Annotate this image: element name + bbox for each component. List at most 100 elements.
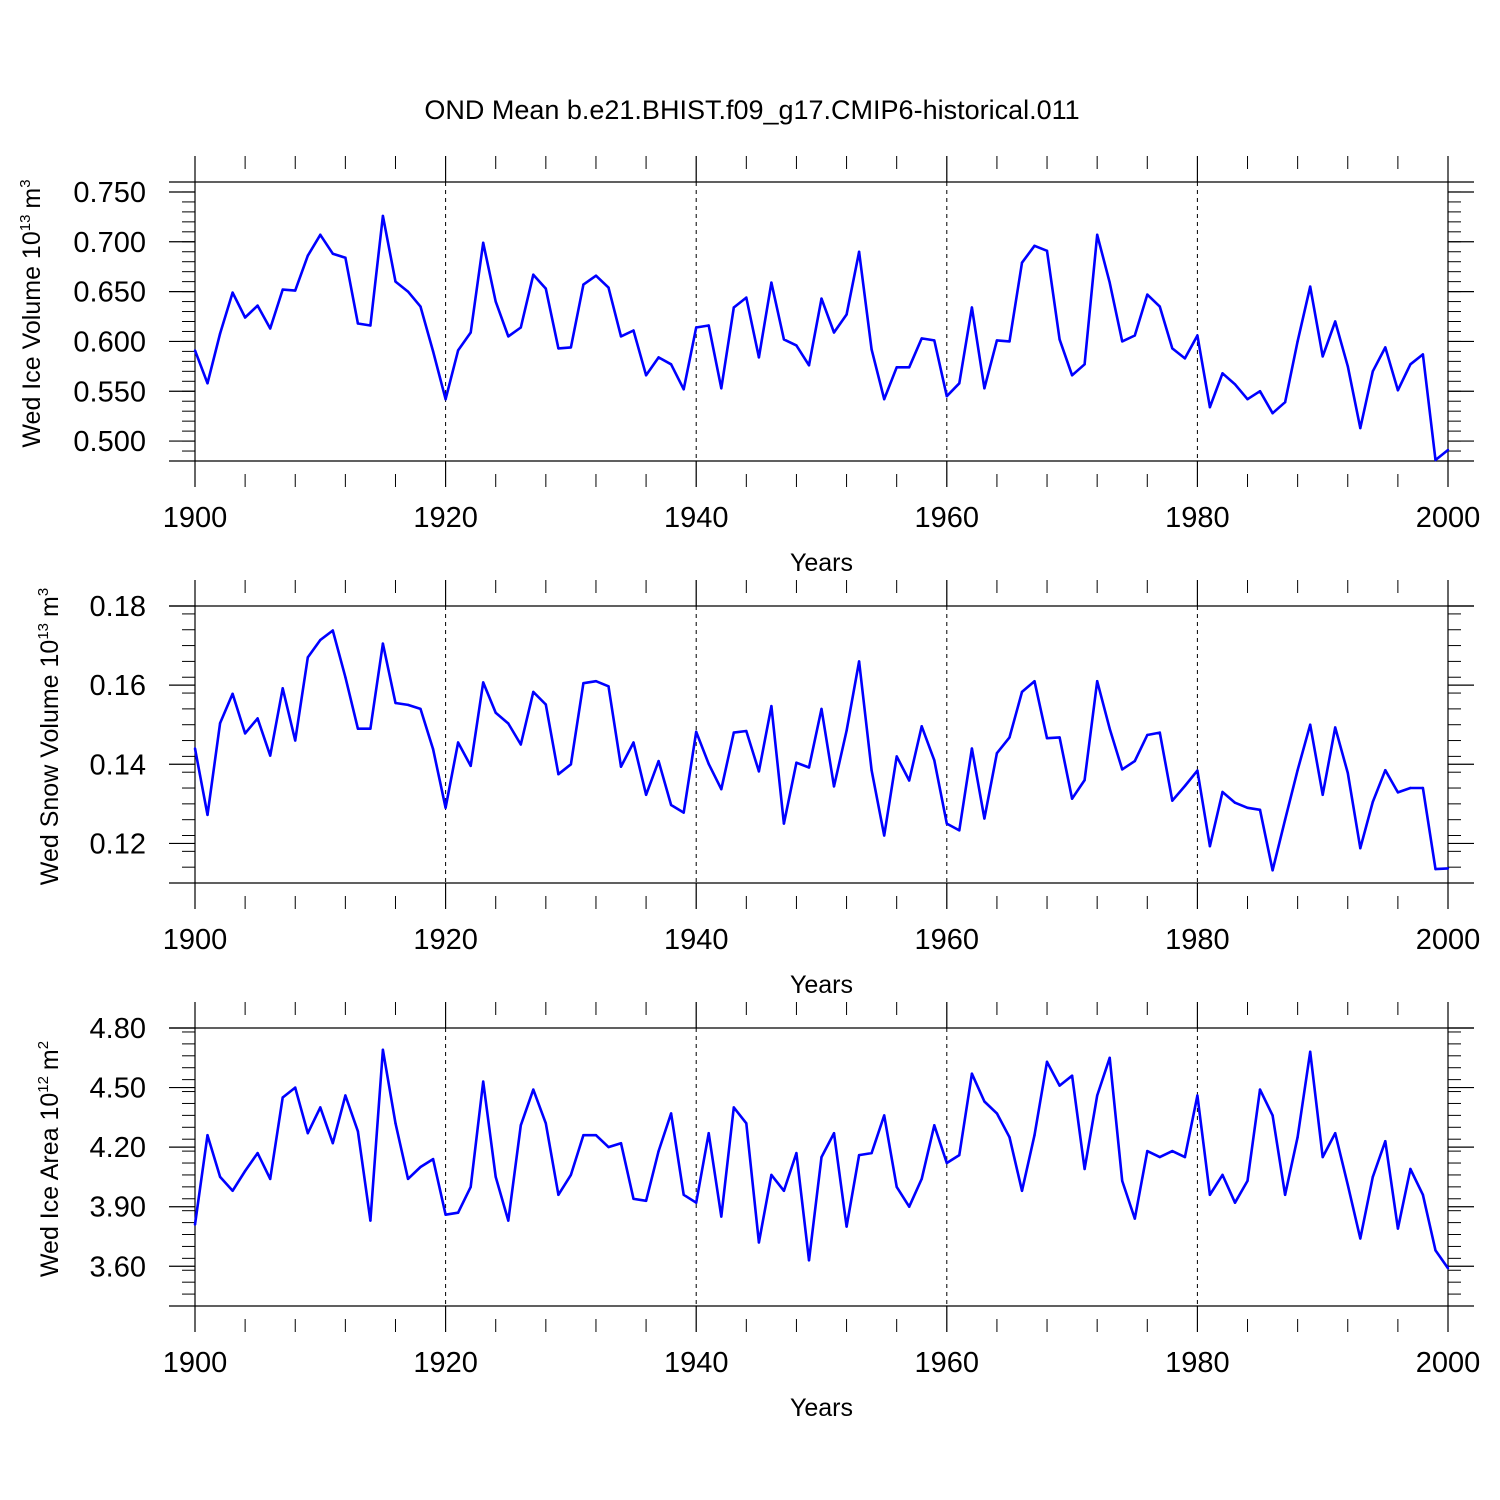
data-point: [720, 1215, 723, 1218]
panel-ice-area: 3.60 3.90 4.20 4.50 4.80 1900 1920 1940 1960 1980…: [35, 1002, 1480, 1422]
data-point: [933, 759, 936, 762]
data-point: [1058, 338, 1061, 341]
data-point: [1133, 334, 1137, 337]
y-tick-label: 0.700: [73, 227, 146, 259]
data-point: [1309, 285, 1312, 288]
data-point: [419, 1165, 422, 1169]
data-point: [1446, 448, 1450, 452]
data-point: [1233, 383, 1237, 386]
data-point: [832, 785, 836, 788]
panel-ice-volume: 0.500 0.550 0.600 0.650 0.700 0.750 1900 1920 19…: [17, 156, 1480, 577]
data-point: [281, 1096, 284, 1099]
data-point: [406, 703, 410, 707]
x-tick-label: 1900: [163, 1347, 228, 1379]
data-point: [256, 717, 259, 720]
y-tick-label: 3.90: [90, 1192, 146, 1224]
data-point: [482, 1080, 485, 1083]
data-point: [1108, 727, 1111, 730]
data-point: [607, 685, 610, 688]
data-point: [1246, 1179, 1249, 1183]
data-point: [757, 356, 761, 359]
y-axis-title-main: Wed Ice Volume 10: [18, 231, 46, 447]
data-point: [344, 1094, 347, 1097]
data-point: [619, 335, 623, 338]
data-point: [1258, 1088, 1262, 1091]
y-tick-label: 0.600: [73, 326, 146, 358]
data-point: [406, 290, 410, 293]
data-point: [444, 806, 447, 809]
data-point: [732, 306, 735, 309]
data-point: [1070, 797, 1074, 800]
data-point: [1171, 1149, 1174, 1153]
data-point: [1421, 353, 1425, 356]
x-tick-label: 1900: [163, 502, 228, 534]
y-tick-label: 0.550: [73, 376, 146, 408]
data-point: [544, 703, 547, 706]
data-point: [807, 1259, 811, 1262]
data-point: [883, 398, 886, 401]
y-tick-label: 0.500: [73, 426, 146, 458]
y-tick-label: 0.14: [90, 749, 146, 781]
data-point: [394, 701, 397, 705]
data-point: [695, 326, 698, 329]
data-point: [1096, 1094, 1099, 1097]
data-point: [857, 250, 861, 253]
x-tick-label: 1960: [915, 502, 980, 534]
data-point: [1208, 1193, 1212, 1197]
data-point: [820, 707, 823, 711]
y-tick-label: 0.650: [73, 277, 146, 309]
data-point: [532, 273, 535, 276]
data-point: [394, 280, 397, 283]
data-point: [933, 339, 936, 342]
data-point: [306, 1132, 309, 1135]
data-point: [331, 252, 334, 255]
x-axis-title: Years: [790, 1394, 853, 1422]
data-point: [983, 387, 986, 390]
data-point: [356, 322, 360, 325]
y-tick-label: 0.16: [90, 670, 146, 702]
data-point: [544, 287, 547, 290]
data-point: [482, 681, 485, 684]
y-tick-label: 0.18: [90, 591, 146, 623]
data-point: [582, 283, 585, 286]
data-points-ice-volume: [193, 214, 1450, 462]
data-point: [594, 680, 598, 683]
data-point: [582, 682, 585, 685]
data-point: [1158, 731, 1162, 734]
data-point: [381, 214, 385, 218]
x-axis-title: Years: [790, 549, 853, 577]
data-point: [1020, 261, 1024, 264]
data-point: [206, 1134, 209, 1137]
y-axis-title-unit: m: [18, 188, 46, 209]
data-point: [1371, 1175, 1375, 1179]
data-point: [557, 347, 560, 350]
data-point: [431, 350, 435, 353]
data-point: [1008, 340, 1011, 343]
data-point: [945, 822, 948, 825]
x-tick-label: 2000: [1416, 1347, 1481, 1379]
y-axis-title-exponent: 13: [35, 623, 52, 640]
data-point: [732, 731, 735, 734]
data-point: [344, 676, 347, 679]
data-point: [344, 256, 347, 259]
data-point: [1171, 347, 1174, 350]
x-tick-label: 1900: [163, 924, 228, 956]
data-point: [1146, 733, 1149, 737]
data-point: [607, 286, 610, 289]
data-point: [795, 344, 798, 347]
data-point: [1296, 1136, 1299, 1139]
data-point: [1434, 1249, 1437, 1252]
data-point: [256, 1151, 259, 1155]
data-point: [770, 1173, 773, 1177]
data-point: [1283, 1193, 1287, 1197]
data-point: [1446, 1267, 1450, 1270]
data-point: [707, 1132, 710, 1135]
data-point: [243, 316, 247, 319]
data-point: [1058, 736, 1061, 739]
data-point: [294, 1086, 297, 1089]
data-point: [218, 332, 222, 335]
data-point: [1020, 1189, 1024, 1193]
data-point: [306, 254, 309, 257]
y-axis-title: Wed Ice Volume 1013 m3: [17, 179, 46, 447]
